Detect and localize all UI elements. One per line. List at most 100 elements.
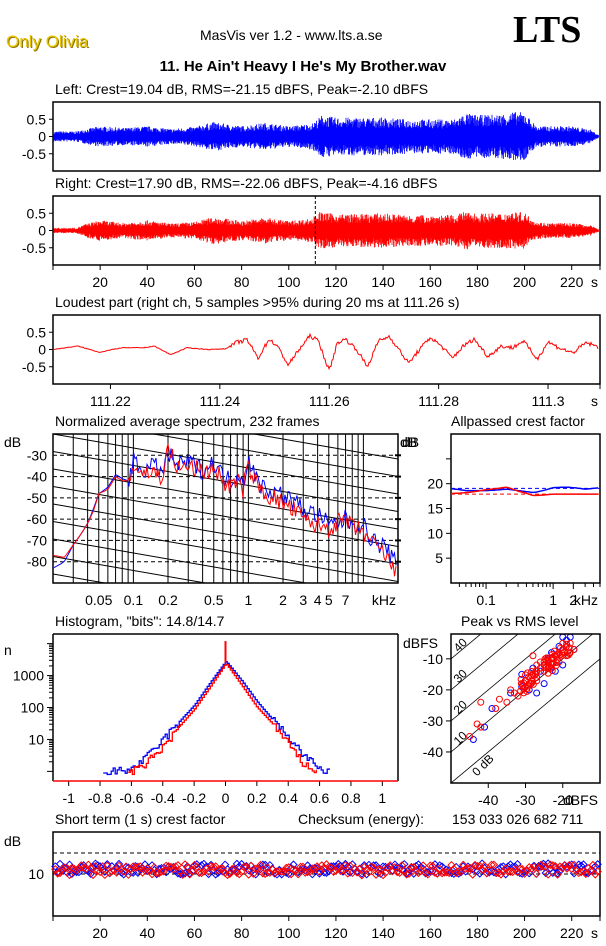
spectrum-slope-line <box>53 556 209 583</box>
allpassed-x-unit: kHz <box>574 592 598 608</box>
spectrum-ytick-label: -80 <box>27 554 47 570</box>
pvr-right-point <box>566 639 574 647</box>
short-term-crest-title: Short term (1 s) crest factor <box>55 811 226 827</box>
crest-left-point <box>178 869 187 878</box>
pvr-right-point <box>548 667 556 675</box>
spectrum-ytick-label: -50 <box>27 490 47 506</box>
song-title: 11. He Ain't Heavy I He's My Brother.wav <box>159 58 447 75</box>
crest-right-point <box>496 870 506 879</box>
crest-right-point <box>124 870 133 879</box>
allpassed-xtick-label: 1 <box>549 592 557 608</box>
pvr-left-point <box>488 705 496 712</box>
crest-right-point <box>159 867 169 876</box>
crest-right-point <box>588 860 598 870</box>
crest-right-point <box>482 869 492 878</box>
allpassed-xtick-label: 0.1 <box>476 592 496 608</box>
crest-left-point <box>345 868 355 877</box>
histogram-xtick-label: 0.8 <box>341 790 361 806</box>
crest-left-point <box>258 860 268 869</box>
crest-right-point <box>473 861 482 871</box>
histogram-ytick-label: 100 <box>21 700 45 716</box>
crest-left-point <box>435 861 444 870</box>
pvr-left-point <box>507 689 515 697</box>
histogram-xtick-label: -0.4 <box>151 790 175 806</box>
crest-right-point <box>381 868 390 878</box>
crest-xtick-label: 20 <box>92 925 108 941</box>
crest-right-point <box>171 862 180 871</box>
crest-xtick-label: 140 <box>371 925 395 941</box>
crest-right-point <box>534 863 543 872</box>
spectrum-xtick-label: 5 <box>325 592 333 608</box>
histogram-xtick-label: 0.6 <box>310 790 330 806</box>
crest-right-point <box>293 869 303 879</box>
crest-right-point <box>157 867 166 876</box>
crest-right-point <box>107 866 117 876</box>
crest-right-point <box>447 860 456 870</box>
crest-right-point <box>256 860 265 870</box>
crest-right-point <box>88 870 98 880</box>
crest-right-point <box>484 866 494 875</box>
crest-right-point <box>138 868 147 877</box>
pvr-ytick-label: -20 <box>423 682 443 698</box>
pvr-right-point <box>477 723 485 731</box>
right-waveform-xtick-label: 200 <box>513 274 537 290</box>
crest-left-point <box>185 869 194 878</box>
crest-right-point <box>407 862 416 872</box>
crest-right-point <box>169 865 178 874</box>
pvr-right-point <box>528 679 536 687</box>
crest-left-point <box>183 862 192 871</box>
crest-right-point <box>555 862 565 871</box>
histogram-title: Histogram, "bits": 14.8/14.7 <box>55 613 225 629</box>
crest-right-point <box>477 865 487 874</box>
crest-right-point <box>345 861 355 871</box>
pvr-right-point <box>492 705 500 712</box>
right-waveform-xtick-label: 40 <box>140 274 156 290</box>
histogram-xtick-label: 0 <box>222 790 230 806</box>
right-waveform-xtick-label: 100 <box>277 274 301 290</box>
crest-right-point <box>53 869 62 878</box>
crest-right-point <box>260 869 270 879</box>
crest-right-point <box>423 870 433 879</box>
checksum-value: 153 033 026 682 711 <box>452 811 584 827</box>
crest-right-point <box>404 869 414 878</box>
right-waveform-title: Right: Crest=17.90 dB, RMS=-22.06 dBFS, … <box>55 175 438 191</box>
crest-right-point <box>388 866 397 876</box>
crest-right-point <box>546 860 555 870</box>
allpassed-ylabel: dB <box>400 434 417 450</box>
crest-right-point <box>312 862 322 871</box>
spectrum-ytick-label: -30 <box>27 447 47 463</box>
crest-left-point <box>140 860 150 869</box>
crest-right-point <box>383 863 393 872</box>
crest-left-point <box>65 860 74 869</box>
crest-right-point <box>251 864 260 874</box>
spectrum-slope-line <box>53 503 398 565</box>
crest-right-point <box>367 862 376 871</box>
pvr-left-point <box>481 723 489 731</box>
crest-right-point <box>187 867 197 876</box>
right-waveform-ytick-label: 0.5 <box>27 205 47 221</box>
crest-right-point <box>400 866 409 875</box>
loudest-ytick-label: -0.5 <box>22 359 46 375</box>
crest-right-point <box>197 868 206 878</box>
pvr-right-point <box>517 675 525 683</box>
spectrum-frame <box>52 433 399 584</box>
crest-right-point <box>489 860 499 869</box>
left-waveform-signal <box>53 112 599 160</box>
crest-right-point <box>480 861 489 871</box>
spectrum-left-line <box>53 448 397 569</box>
crest-right-point <box>95 867 105 877</box>
crest-left-point <box>553 869 562 878</box>
crest-left-point <box>569 869 579 878</box>
right-waveform-xtick-label: 140 <box>371 274 395 290</box>
crest-right-point <box>593 867 602 876</box>
pvr-xtick-label: -30 <box>515 792 535 808</box>
crest-left-point <box>397 865 407 874</box>
spectrum-ytick-label: -70 <box>27 532 47 548</box>
pvr-ytick-label: -30 <box>423 713 443 729</box>
crest-right-point <box>329 867 338 877</box>
pvr-ytick-label: -40 <box>423 744 443 760</box>
right-waveform-xtick-label: 220 <box>560 274 584 290</box>
crest-right-point <box>357 871 367 880</box>
crest-right-point <box>173 861 183 870</box>
histogram-xtick-label: 0.4 <box>278 790 298 806</box>
